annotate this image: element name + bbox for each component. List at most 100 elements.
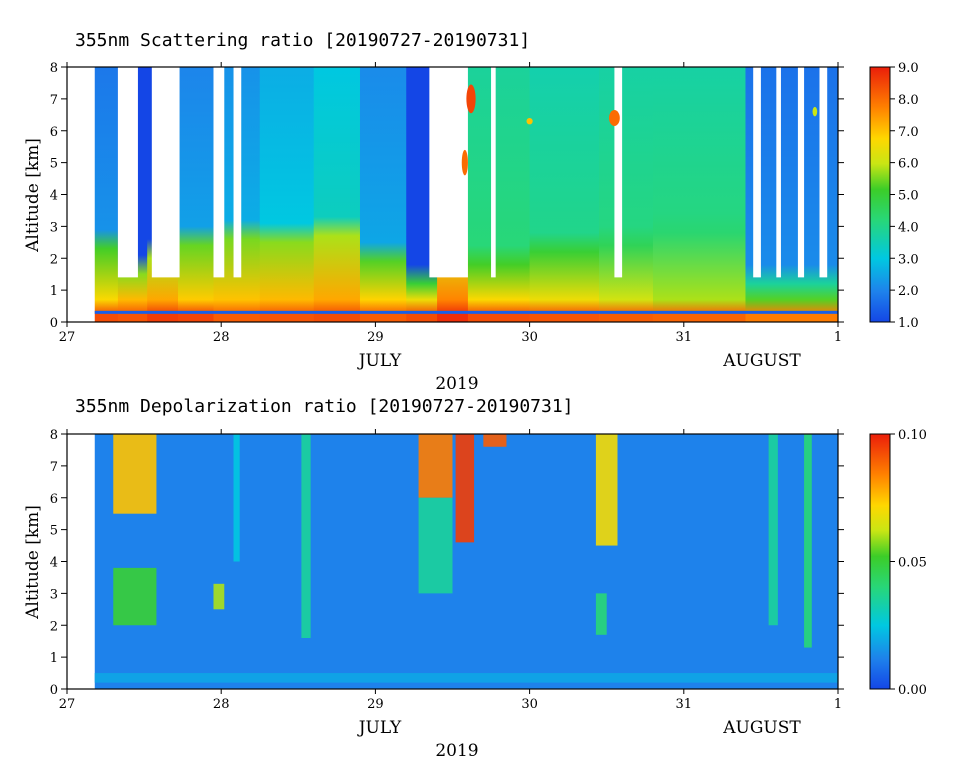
x-tick-label: 28 [213,330,230,345]
depolarization-feature [483,434,507,447]
colorbar-tick-label: 7.0 [898,125,919,140]
y-tick-label: 0 [50,316,58,331]
depolarization-feature [804,434,812,648]
colorbar-gradient [869,433,891,690]
clear-sky-gap [213,67,225,278]
y-tick-label: 3 [50,587,58,602]
depolarization-heatmap [94,434,839,689]
depolarization-feature [455,434,475,543]
clear-sky-gap [614,67,623,278]
y-tick-label: 8 [50,428,58,443]
cloud-feature [609,110,620,126]
colorbar-tick-label: 1.0 [898,316,919,331]
clear-sky-gap [117,67,138,278]
depolarization-feature [595,593,607,635]
x-tick-label: 1 [834,697,842,712]
y-tick-label: 5 [50,157,58,172]
y-tick-label: 6 [50,492,58,507]
depolarization-colorbar: 0.00 0.05 0.10 [869,428,927,698]
clear-sky-gap [753,67,761,278]
colorbar-tick-label: 3.0 [898,252,919,267]
scattering-column [467,67,531,322]
scattering-year: 2019 [435,374,478,394]
x-tick-label: 27 [59,330,76,345]
depolarization-panel: 355nm Depolarization ratio [20190727-201… [23,396,927,761]
x-tick-label: 30 [521,330,538,345]
colorbar-tick-label: 5.0 [898,189,919,204]
scattering-month-august: AUGUST [722,351,801,371]
depolarization-feature [595,434,618,546]
scattering-column [598,67,654,322]
x-tick-label: 1 [834,330,842,345]
clear-sky-gap [151,67,180,278]
cloud-feature [461,149,468,176]
clear-sky-gap [797,67,805,278]
depolarization-feature [418,434,453,498]
colorbar-tick-label: 8.0 [898,93,919,108]
depolarization-title: 355nm Depolarization ratio [20190727-201… [75,396,574,417]
colorbar-gradient [869,66,891,323]
x-tick-label: 27 [59,697,76,712]
clear-sky-gap [233,67,242,278]
scattering-column [178,67,214,322]
y-tick-label: 6 [50,125,58,140]
depolarization-axes: 27 28 29 30 31 1 0 1 2 3 4 5 6 7 8 [50,428,844,712]
scattering-column [529,67,600,322]
scattering-column [259,67,315,322]
y-tick-label: 2 [50,619,58,634]
y-tick-label: 4 [50,556,58,571]
depolarization-feature [113,567,157,626]
cloud-feature [812,106,818,117]
scattering-ylabel: Altitude [km] [23,138,43,253]
depolarization-feature [768,434,778,626]
depolarization-feature [418,497,453,594]
clear-sky-gap [429,67,468,278]
x-tick-label: 29 [367,697,384,712]
x-tick-label: 30 [521,697,538,712]
scattering-column [359,67,407,322]
depolarization-feature [213,583,225,610]
x-tick-label: 31 [676,697,693,712]
y-tick-label: 8 [50,61,58,76]
x-tick-label: 31 [676,330,693,345]
depolarization-feature [113,434,157,514]
cloud-feature [526,118,533,125]
cloud-feature [466,84,476,114]
y-tick-label: 7 [50,460,58,475]
y-tick-label: 7 [50,93,58,108]
clear-sky-gap [776,67,781,278]
y-tick-label: 1 [50,284,58,299]
clear-sky-gap [819,67,828,278]
colorbar-tick-label: 2.0 [898,284,919,299]
colorbar-tick-label: 6.0 [898,157,919,172]
y-tick-label: 5 [50,524,58,539]
x-tick-label: 29 [367,330,384,345]
depolarization-feature [301,434,311,638]
scattering-axes: 27 28 29 30 31 1 0 1 2 3 4 5 6 7 8 [50,61,844,345]
depolarization-month-august: AUGUST [722,718,801,738]
y-tick-label: 0 [50,683,58,698]
scattering-month-july: JULY [357,351,402,371]
scattering-panel: 355nm Scattering ratio [20190727-2019073… [23,30,919,394]
scattering-heatmap [94,67,839,322]
y-tick-label: 4 [50,189,58,204]
depolarization-ylabel: Altitude [km] [23,505,43,620]
scattering-column [652,67,746,322]
clear-sky-gap [491,67,496,278]
x-tick-label: 28 [213,697,230,712]
y-tick-label: 2 [50,252,58,267]
scattering-title: 355nm Scattering ratio [20190727-2019073… [75,30,530,51]
scattering-colorbar: 1.0 2.0 3.0 4.0 5.0 6.0 7.0 8.0 9.0 [869,61,919,331]
scattering-column [313,67,361,322]
y-tick-label: 3 [50,220,58,235]
depolarization-year: 2019 [435,741,478,761]
near-surface-band [94,673,839,683]
colorbar-tick-label: 4.0 [898,220,919,235]
colorbar-tick-label: 9.0 [898,61,919,76]
depolarization-feature [233,434,240,562]
colorbar-tick-label: 0.00 [898,683,927,698]
surface-line [94,310,839,314]
colorbar-tick-label: 0.10 [898,428,927,443]
depolarization-month-july: JULY [357,718,402,738]
